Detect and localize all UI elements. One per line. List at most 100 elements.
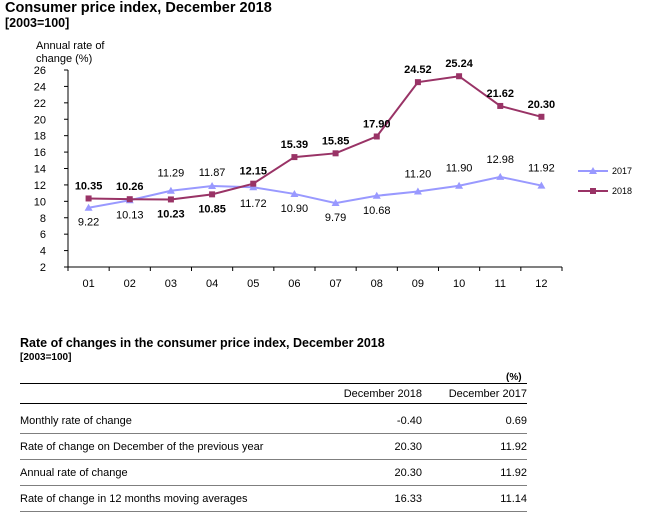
row-value-dec-2017: 11.14 [422,485,527,512]
row-label: Rate of change on December of the previo… [20,433,320,460]
legend-marker-2017 [589,167,597,174]
rates-table: December 2018 December 2017 Monthly rate… [20,383,527,512]
cpi-line-chart: Annual rate of change (%) 2 4 6 8 10 12 14 16 18… [34,40,632,290]
data-label-2017: 11.72 [240,198,267,210]
data-label-2018: 24.52 [404,64,432,76]
x-tick-label: 11 [495,278,506,290]
table-header-dec-2018: December 2018 [320,383,422,404]
y-tick-label: 8 [40,213,46,225]
data-point-2017 [331,199,340,207]
legend-marker-2018 [590,188,596,194]
data-point-2017 [84,203,93,211]
x-tick-label: 12 [535,278,547,290]
y-tick-label: 10 [34,196,46,208]
x-tick-label: 01 [82,278,94,290]
x-tick-label: 08 [371,278,383,290]
data-point-2018 [209,191,216,198]
y-tick-label: 22 [34,98,46,110]
data-point-2018 [250,180,257,187]
table-unit: (%) [506,372,522,383]
data-point-2018 [85,195,92,202]
data-label-2018: 10.26 [116,181,144,193]
y-tick-label: 12 [34,180,46,192]
y-tick-label: 26 [34,65,46,77]
data-label-2018: 15.39 [281,139,309,151]
row-label: Rate of change in 12 months moving avera… [20,485,320,512]
y-axis-label-line-1: Annual rate of [36,40,105,52]
y-tick-label: 18 [34,131,46,143]
x-tick-label: 06 [288,278,300,290]
page-title: Consumer price index, December 2018 [5,0,272,16]
row-value-dec-2018: 16.33 [320,485,422,512]
data-point-2017 [208,181,217,189]
data-point-2018 [167,196,174,203]
data-point-2017 [372,191,381,199]
data-point-2018 [373,133,380,140]
y-axis-label-line-2: change (%) [36,53,92,65]
table-header-dec-2017: December 2017 [422,383,527,404]
x-tick-label: 10 [453,278,465,290]
data-label-2017: 11.20 [405,168,432,180]
data-point-2018 [126,196,133,203]
y-tick-label: 16 [34,147,46,159]
row-value-dec-2017: 11.92 [422,459,527,486]
y-tick-label: 20 [34,114,46,126]
table-subtitle: [2003=100] [20,352,72,363]
x-tick-label: 02 [124,278,136,290]
y-tick-label: 6 [40,229,46,241]
data-point-2018 [414,79,421,86]
data-point-2018 [456,73,463,80]
page-subtitle: [2003=100] [5,16,70,30]
data-label-2018: 10.35 [75,180,103,192]
table-row: Rate of change in 12 months moving avera… [20,485,527,512]
x-tick-label: 09 [412,278,424,290]
data-label-2018: 17.90 [363,118,391,130]
table-header-row: December 2018 December 2017 [20,383,527,404]
data-label-2018: 25.24 [445,58,473,70]
data-point-2018 [497,102,504,109]
data-point-2017 [496,172,505,180]
data-point-2018 [291,154,298,161]
data-point-2017 [537,181,546,189]
y-tick-label: 4 [40,246,46,258]
data-label-2018: 10.23 [157,208,185,220]
row-label: Monthly rate of change [20,403,320,434]
data-label-2018: 21.62 [486,88,514,100]
row-label: Annual rate of change [20,459,320,486]
table-title: Rate of changes in the consumer price in… [20,336,385,350]
data-label-2017: 9.79 [325,212,346,224]
data-label-2017: 10.13 [116,209,144,221]
data-point-2018 [538,113,545,120]
data-label-2017: 11.87 [199,167,226,179]
row-value-dec-2018: 20.30 [320,433,422,460]
data-label-2017: 12.98 [486,154,514,166]
data-label-2017: 10.90 [281,203,309,215]
data-label-2017: 9.22 [78,217,99,229]
data-label-2017: 11.90 [446,163,473,175]
x-tick-label: 07 [329,278,341,290]
data-label-2018: 12.15 [239,166,267,178]
data-label-2018: 20.30 [528,99,556,111]
x-tick-label: 03 [165,278,177,290]
x-tick-label: 05 [247,278,259,290]
data-label-2017: 11.29 [158,168,185,180]
data-point-2017 [290,189,299,197]
y-tick-label: 14 [34,164,46,176]
row-value-dec-2017: 11.92 [422,433,527,460]
y-tick-label: 2 [40,262,46,274]
data-point-2017 [249,183,258,191]
legend-label-2017: 2017 [612,166,632,176]
data-label-2017: 10.68 [363,205,391,217]
series-line-2017 [88,175,542,209]
data-point-2017 [413,187,422,195]
table-header-label [20,383,320,404]
table-row: Monthly rate of change -0.40 0.69 [20,403,527,434]
data-point-2017 [166,186,175,194]
table-row: Rate of change on December of the previo… [20,433,527,460]
x-tick-label: 04 [206,278,218,290]
data-label-2017: 11.92 [528,163,555,175]
data-point-2017 [455,181,464,189]
row-value-dec-2018: 20.30 [320,459,422,486]
data-label-2018: 10.85 [198,203,226,215]
legend-label-2018: 2018 [612,186,632,196]
